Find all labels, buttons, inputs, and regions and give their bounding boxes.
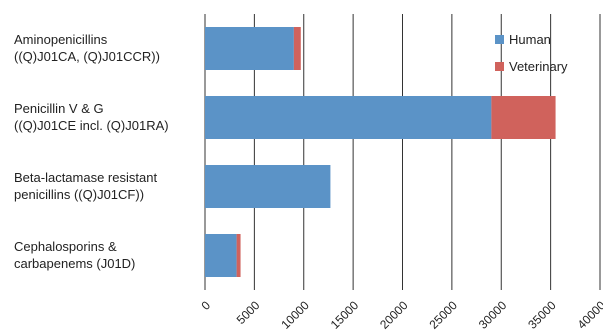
category-labels: Aminopenicillins ((Q)J01CA, (Q)J01CCR)) Pe…	[14, 32, 169, 271]
category-label: Aminopenicillins	[14, 32, 108, 47]
bar-veterinary	[293, 27, 301, 70]
category-label: ((Q)J01CE incl. (Q)J01RA)	[14, 118, 169, 133]
category-label: penicillins ((Q)J01CF))	[14, 187, 144, 202]
category-label: Beta-lactamase resistant	[14, 170, 157, 185]
x-tick-label: 5000	[234, 298, 263, 327]
x-tick-label: 10000	[278, 298, 312, 332]
x-axis-tick-labels: 0 5000 10000 15000 20000 25000 30000 35000 40000	[198, 298, 603, 332]
x-tick-label: 25000	[426, 298, 460, 332]
category-label: Cephalosporins &	[14, 239, 117, 254]
legend-swatch-human	[495, 35, 504, 44]
category-label: ((Q)J01CA, (Q)J01CCR))	[14, 49, 160, 64]
bar-human	[205, 96, 492, 139]
bar-human	[205, 234, 237, 277]
category-label: Penicillin V & G	[14, 101, 104, 116]
legend-swatch-veterinary	[495, 62, 504, 71]
bar-human	[205, 27, 294, 70]
x-tick-label: 15000	[328, 298, 362, 332]
legend-label: Veterinary	[509, 59, 568, 74]
x-tick-label: 20000	[377, 298, 411, 332]
category-label: carbapenems (J01D)	[14, 256, 135, 271]
legend-label: Human	[509, 32, 551, 47]
legend: Human Veterinary	[495, 32, 568, 74]
x-tick-label: 40000	[575, 298, 603, 332]
bar-human	[205, 165, 331, 208]
x-tick-label: 35000	[525, 298, 559, 332]
bars	[205, 27, 556, 277]
x-tick-label: 0	[198, 298, 213, 313]
x-tick-label: 30000	[476, 298, 510, 332]
bar-veterinary	[491, 96, 556, 139]
bar-veterinary	[236, 234, 241, 277]
